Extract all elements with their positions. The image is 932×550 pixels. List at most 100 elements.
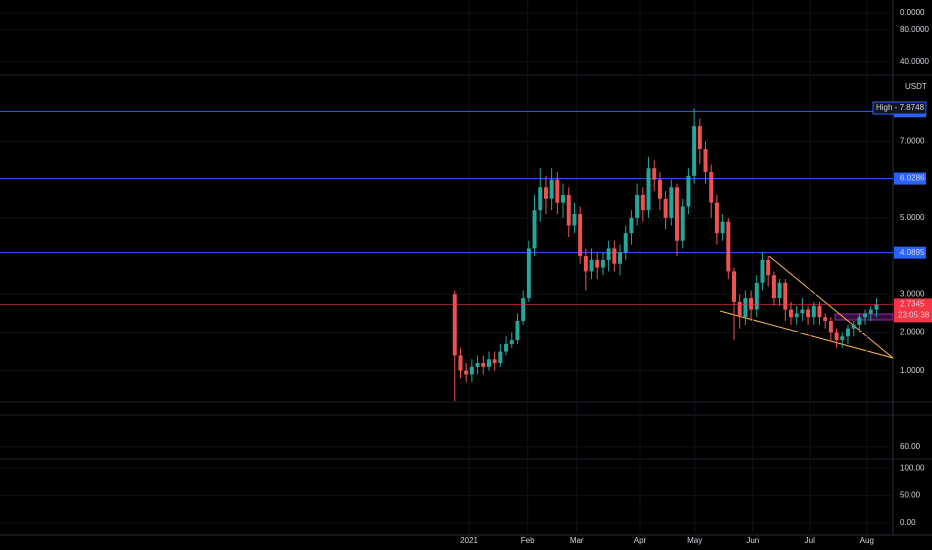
candle-body — [777, 282, 782, 299]
candle-body — [464, 370, 469, 375]
candle-body — [595, 259, 600, 268]
candle-body — [692, 126, 697, 176]
candle-body — [732, 271, 736, 302]
y-tick-label: 2.0000 — [900, 328, 925, 337]
candle-body — [675, 187, 680, 241]
x-tick-label: Apr — [634, 536, 647, 545]
y-tick-label: 7.0000 — [900, 137, 925, 146]
candle-body — [811, 305, 816, 318]
candle-body — [635, 194, 640, 218]
candle-body — [857, 317, 862, 325]
candle-body — [823, 317, 828, 322]
y-tick-label: 50.00 — [900, 491, 921, 500]
y-tick-label: 0.00 — [900, 518, 916, 527]
x-tick-label: Jul — [805, 536, 815, 545]
x-tick-label: Feb — [521, 536, 535, 545]
candle-body — [504, 343, 509, 352]
x-tick-label: Mar — [570, 536, 584, 545]
candle-body — [646, 168, 651, 211]
candle-body — [817, 305, 822, 318]
candle-body — [566, 194, 571, 226]
level-label: 4.0895 — [900, 248, 925, 257]
candle-body — [555, 179, 560, 203]
candle-body — [697, 126, 702, 150]
candle-body — [578, 214, 583, 257]
candle-body — [874, 304, 879, 310]
y-tick-label: 80.0000 — [900, 25, 929, 34]
last-price-tag — [894, 298, 932, 323]
candle-body — [652, 168, 657, 180]
candle-body — [766, 259, 771, 276]
candle-body — [612, 248, 617, 264]
candle-body — [657, 179, 662, 199]
candle-body — [834, 332, 839, 341]
x-tick-label: 2021 — [460, 536, 478, 545]
candle-body — [475, 363, 480, 367]
candle-body — [800, 309, 805, 314]
candle-body — [663, 198, 668, 218]
trend-line — [719, 310, 894, 359]
x-tick-label: Jun — [746, 536, 759, 545]
candle-body — [498, 351, 503, 364]
candle-body — [481, 363, 486, 367]
candle-body — [743, 298, 748, 318]
candle-body — [714, 202, 719, 234]
y-tick-label: 0.0000 — [900, 8, 925, 17]
candle-body — [526, 248, 531, 299]
level-label: 6.0286 — [900, 174, 925, 183]
last-price-label: 2.7345 — [900, 300, 925, 309]
candle-body — [771, 275, 776, 299]
candle-body — [726, 221, 731, 272]
x-tick-label: May — [687, 536, 702, 545]
candle-body — [749, 298, 754, 310]
y-tick-label: 60.00 — [900, 442, 921, 451]
candle-body — [806, 309, 811, 318]
candle-body — [863, 313, 868, 318]
candle-body — [828, 321, 833, 333]
candle-body — [509, 340, 514, 344]
candle-body — [589, 259, 594, 272]
candle-body — [680, 206, 685, 241]
candle-body — [640, 194, 645, 211]
candle-body — [669, 187, 674, 218]
level-tag — [894, 172, 926, 185]
candle-body — [760, 259, 765, 283]
y-tick-label: 3.0000 — [900, 289, 925, 298]
candle-body — [623, 233, 628, 253]
candle-body — [606, 248, 611, 260]
candle-body — [492, 359, 497, 364]
y-tick-label: 1.0000 — [900, 366, 925, 375]
high-tag — [872, 101, 927, 115]
y-tick-label: 5.0000 — [900, 213, 925, 222]
candle-body — [783, 282, 788, 310]
candle-body — [583, 256, 588, 272]
candle-body — [521, 298, 526, 322]
level-tag — [894, 246, 926, 259]
candle-body — [686, 175, 691, 207]
candle-body — [720, 221, 725, 234]
candle-body — [703, 149, 708, 173]
candle-body — [469, 366, 474, 375]
countdown-label: 23:05:38 — [898, 311, 930, 320]
candle-body — [845, 328, 850, 337]
high-label: High - 7.8748 — [876, 103, 925, 112]
candle-body — [452, 294, 457, 356]
y-tick-label: 40.0000 — [900, 57, 929, 66]
candle-body — [549, 179, 554, 199]
currency-label: USDT — [905, 82, 927, 91]
candle-body — [532, 210, 537, 249]
candle-body — [538, 187, 543, 211]
candle-body — [868, 309, 873, 314]
candle-body — [486, 359, 491, 367]
candle-body — [618, 252, 623, 264]
candle-body — [458, 355, 463, 371]
candle-body — [737, 301, 742, 318]
candle-body — [515, 321, 520, 341]
x-tick-label: Aug — [860, 536, 874, 545]
candle-body — [543, 187, 548, 199]
candle-body — [788, 309, 793, 318]
candle-body — [561, 194, 566, 203]
